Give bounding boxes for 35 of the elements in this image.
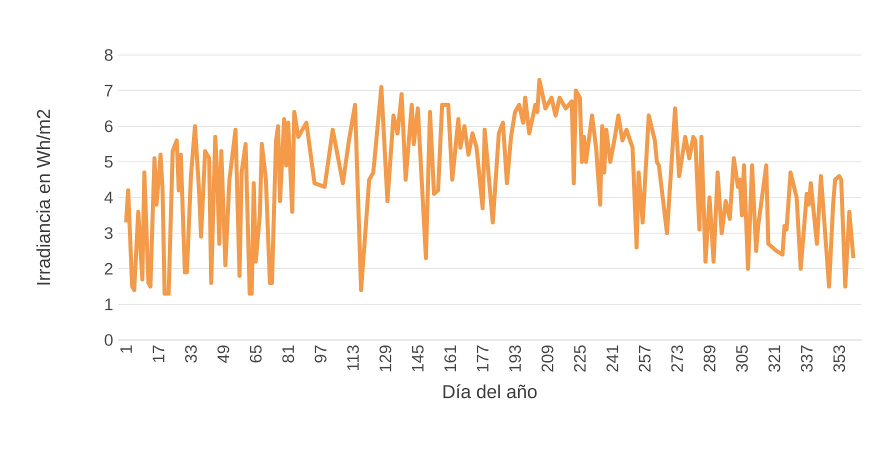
x-tick-label: 145 — [412, 345, 424, 372]
x-tick-label: 129 — [380, 345, 392, 372]
x-tick-label: 65 — [250, 345, 262, 362]
x-tick-label: 353 — [833, 345, 846, 372]
line-series — [124, 78, 856, 296]
x-tick-label: 305 — [736, 345, 748, 372]
y-tick-label: 8 — [104, 49, 113, 61]
x-tick-label: 1 — [120, 346, 132, 353]
x-tick-label: 49 — [217, 345, 230, 363]
y-tick-label: 0 — [104, 334, 113, 346]
x-tick-label: 225 — [574, 345, 586, 372]
x-tick-label: 161 — [444, 346, 456, 372]
x-tick-label: 97 — [314, 346, 326, 362]
y-tick-label: 4 — [104, 192, 113, 204]
x-tick-label: 273 — [671, 345, 684, 372]
y-tick-label: 1 — [105, 298, 112, 310]
x-axis-title: Día del año — [444, 384, 537, 398]
y-tick-label: 7 — [104, 84, 112, 96]
x-tick-label: 289 — [704, 345, 716, 372]
x-tick-label: 177 — [476, 346, 488, 372]
y-axis-title: Irradiancia en Wh/m2 — [36, 110, 50, 284]
x-tick-label: 113 — [347, 345, 359, 370]
x-tick-label: 33 — [185, 345, 197, 363]
y-tick-label: 3 — [104, 227, 113, 240]
x-tick-label: 257 — [638, 346, 651, 372]
x-tick-label: 209 — [542, 345, 554, 372]
x-tick-label: 321 — [768, 346, 780, 372]
x-tick-label: 241 — [606, 346, 618, 372]
y-tick-label: 6 — [104, 120, 113, 132]
x-tick-label: 193 — [509, 345, 521, 372]
x-tick-label: 81 — [282, 346, 294, 362]
y-tick-label: 2 — [104, 262, 112, 275]
x-tick-label: 17 — [152, 346, 164, 362]
y-tick-label: 5 — [104, 156, 113, 168]
x-tick-label: 337 — [800, 346, 813, 372]
